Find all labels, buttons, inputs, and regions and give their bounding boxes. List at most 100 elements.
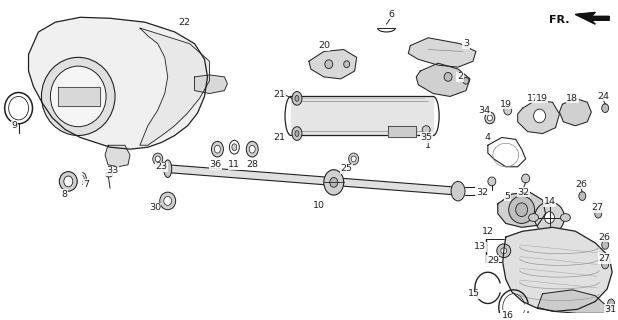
Text: 28: 28 (246, 160, 258, 169)
Ellipse shape (451, 181, 465, 201)
Ellipse shape (488, 115, 493, 121)
Ellipse shape (214, 145, 221, 153)
Polygon shape (28, 17, 208, 149)
Ellipse shape (509, 196, 535, 223)
Polygon shape (309, 50, 357, 79)
Ellipse shape (463, 77, 469, 84)
Ellipse shape (292, 92, 302, 105)
Ellipse shape (528, 214, 538, 221)
Text: 12: 12 (482, 227, 494, 236)
Text: 27: 27 (591, 203, 603, 212)
Ellipse shape (160, 192, 176, 210)
Ellipse shape (51, 66, 106, 127)
Polygon shape (538, 290, 609, 313)
Text: 29: 29 (487, 256, 499, 265)
Text: 1: 1 (425, 141, 431, 150)
Ellipse shape (485, 112, 495, 124)
Text: 32: 32 (518, 188, 530, 197)
Text: 5: 5 (505, 192, 510, 201)
Text: FR.: FR. (549, 15, 569, 25)
Text: 19: 19 (536, 94, 548, 103)
Text: 11: 11 (228, 160, 240, 169)
Text: 18: 18 (566, 94, 578, 103)
Text: 22: 22 (179, 18, 190, 27)
Text: 23: 23 (156, 162, 168, 171)
Ellipse shape (535, 202, 564, 233)
Polygon shape (518, 100, 559, 133)
Polygon shape (291, 96, 433, 135)
Polygon shape (140, 28, 210, 145)
Ellipse shape (501, 248, 507, 254)
Ellipse shape (164, 196, 172, 205)
Ellipse shape (349, 153, 358, 165)
Text: 26: 26 (575, 180, 587, 189)
Ellipse shape (533, 109, 546, 123)
Ellipse shape (602, 104, 609, 113)
Polygon shape (195, 75, 227, 93)
Polygon shape (105, 145, 130, 167)
Ellipse shape (324, 170, 344, 195)
Polygon shape (167, 165, 458, 195)
Ellipse shape (344, 61, 350, 68)
Ellipse shape (330, 178, 337, 187)
Ellipse shape (211, 141, 223, 157)
Ellipse shape (292, 127, 302, 140)
Polygon shape (498, 192, 546, 227)
Polygon shape (503, 227, 612, 311)
Ellipse shape (488, 177, 496, 186)
Text: 13: 13 (474, 242, 486, 251)
Ellipse shape (325, 60, 332, 68)
Ellipse shape (515, 203, 528, 217)
Ellipse shape (522, 174, 530, 183)
Ellipse shape (155, 156, 160, 162)
Ellipse shape (607, 299, 615, 308)
Ellipse shape (41, 57, 115, 135)
Ellipse shape (544, 212, 554, 223)
Ellipse shape (153, 153, 163, 165)
Ellipse shape (602, 241, 609, 249)
Text: 34: 34 (478, 106, 490, 115)
Polygon shape (417, 63, 470, 96)
Text: 17: 17 (527, 94, 539, 103)
Ellipse shape (59, 172, 77, 191)
Text: 19: 19 (500, 100, 512, 109)
Text: 7: 7 (83, 180, 89, 189)
Text: 33: 33 (106, 166, 118, 175)
Text: 4: 4 (485, 133, 491, 142)
Ellipse shape (497, 244, 510, 258)
Text: 32: 32 (476, 188, 488, 197)
Ellipse shape (351, 156, 356, 162)
Text: 21: 21 (273, 90, 285, 99)
Ellipse shape (602, 260, 609, 269)
Ellipse shape (229, 140, 239, 154)
Text: 9: 9 (12, 121, 18, 130)
Text: 6: 6 (389, 10, 394, 19)
Ellipse shape (504, 105, 512, 115)
Polygon shape (408, 38, 476, 67)
Text: 14: 14 (543, 197, 556, 206)
Text: 10: 10 (313, 201, 325, 210)
Text: 8: 8 (61, 189, 67, 199)
Ellipse shape (561, 214, 570, 221)
Text: 20: 20 (318, 41, 330, 50)
Ellipse shape (422, 126, 430, 133)
Text: 2: 2 (457, 72, 463, 81)
Ellipse shape (164, 160, 172, 178)
Text: 27: 27 (598, 254, 610, 263)
Ellipse shape (232, 144, 237, 151)
Polygon shape (58, 87, 100, 106)
Text: 3: 3 (463, 39, 469, 48)
Polygon shape (389, 126, 417, 138)
Text: 15: 15 (468, 289, 480, 298)
Ellipse shape (106, 172, 112, 177)
Text: 36: 36 (210, 160, 221, 169)
Ellipse shape (536, 101, 544, 111)
Text: 21: 21 (273, 133, 285, 142)
Text: 30: 30 (149, 203, 161, 212)
Ellipse shape (295, 95, 299, 101)
Ellipse shape (9, 96, 28, 120)
Text: 24: 24 (597, 92, 609, 101)
Polygon shape (575, 12, 609, 24)
Text: 26: 26 (598, 233, 610, 242)
Polygon shape (559, 98, 591, 126)
